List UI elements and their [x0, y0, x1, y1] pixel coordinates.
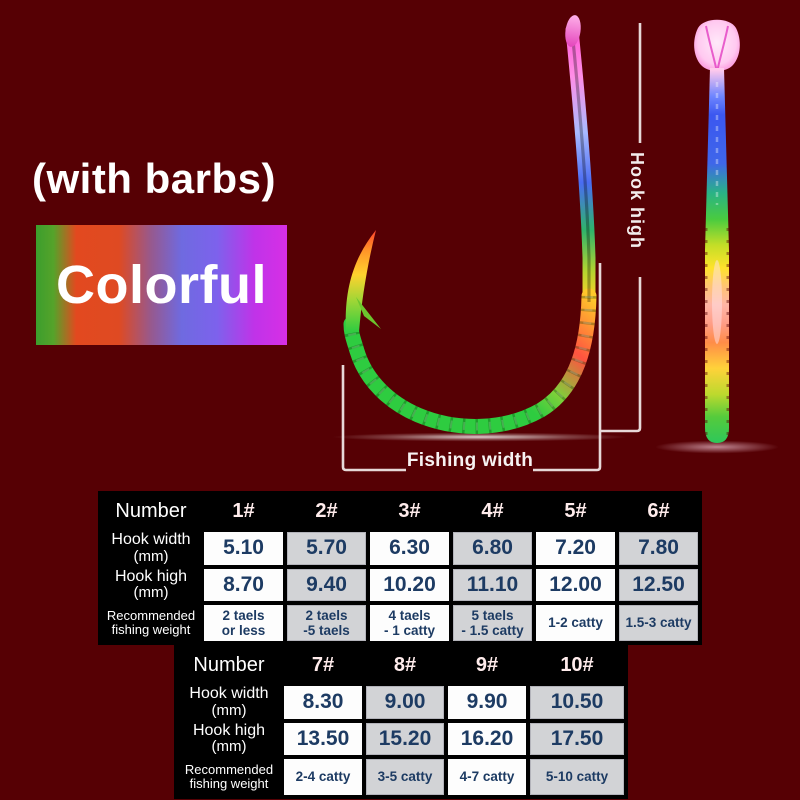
value-cell: 9.00: [366, 686, 444, 719]
col-header: 8#: [366, 649, 444, 682]
table-row-hook-high: Hook high (mm) 13.50 15.20 16.20 17.50: [178, 722, 624, 756]
weight-cell: 5-10 catty: [530, 759, 624, 796]
rod-hook: [694, 19, 740, 443]
fishing-width-line-right: [533, 263, 602, 472]
col-header: 1#: [204, 495, 283, 528]
value-cell: 7.20: [536, 532, 615, 565]
row-label: Hook width (mm): [102, 531, 200, 565]
table-row-recommended-weight: Recommended fishing weight 2-4 catty 3-5…: [178, 759, 624, 796]
col-header: 4#: [453, 495, 532, 528]
value-cell: 12.50: [619, 568, 698, 602]
value-cell: 7.80: [619, 532, 698, 565]
row-label: Recommended fishing weight: [178, 759, 280, 796]
spec-table-2: Number 7# 8# 9# 10# Hook width (mm) 8.30…: [174, 645, 628, 800]
value-cell: 15.20: [366, 722, 444, 756]
value-cell: 16.20: [448, 722, 526, 756]
table-row-hook-high: Hook high (mm) 8.70 9.40 10.20 11.10 12.…: [102, 568, 698, 602]
table-row-recommended-weight: Recommended fishing weight 2 taels or le…: [102, 605, 698, 642]
weight-cell: 5 taels - 1.5 catty: [453, 605, 532, 642]
row-label: Hook high (mm): [102, 568, 200, 602]
table-header-row: Number 1# 2# 3# 4# 5# 6#: [102, 495, 698, 528]
col-header: 6#: [619, 495, 698, 528]
spec-table-1: Number 1# 2# 3# 4# 5# 6# Hook width (mm)…: [98, 491, 702, 646]
ground-glow: [332, 432, 628, 442]
fishing-width-line-left: [341, 365, 406, 472]
row-label: Recommended fishing weight: [102, 605, 200, 642]
weight-cell: 2 taels or less: [204, 605, 283, 642]
table-corner-header: Number: [102, 495, 200, 528]
value-cell: 9.90: [448, 686, 526, 719]
measurement-lines: [341, 23, 642, 472]
colorful-badge: Colorful: [36, 225, 287, 345]
row-label: Hook high (mm): [178, 722, 280, 756]
row-label: Hook width (mm): [178, 685, 280, 719]
hook-spade-top: [565, 15, 581, 47]
weight-cell: 3-5 catty: [366, 759, 444, 796]
hook-point: [345, 230, 376, 332]
weight-cell: 1-2 catty: [536, 605, 615, 642]
value-cell: 9.40: [287, 568, 366, 602]
value-cell: 10.50: [530, 686, 624, 719]
value-cell: 11.10: [453, 568, 532, 602]
weight-cell: 4 taels - 1 catty: [370, 605, 449, 642]
fishing-width-label: Fishing width: [406, 450, 534, 471]
value-cell: 13.50: [284, 722, 362, 756]
hook-barb: [356, 297, 381, 329]
rod-shadow: [655, 440, 779, 454]
hook-high-label: Hook high: [627, 152, 647, 249]
weight-cell: 2 taels -5 taels: [287, 605, 366, 642]
hook-high-line-bottom: [599, 277, 642, 433]
col-header: 2#: [287, 495, 366, 528]
weight-cell: 1.5-3 catty: [619, 605, 698, 642]
value-cell: 12.00: [536, 568, 615, 602]
rod-spade-top: [694, 19, 740, 71]
value-cell: 5.70: [287, 532, 366, 565]
weight-cell: 2-4 catty: [284, 759, 362, 796]
table-row-hook-width: Hook width (mm) 5.10 5.70 6.30 6.80 7.20…: [102, 531, 698, 565]
value-cell: 8.30: [284, 686, 362, 719]
table-corner-header: Number: [178, 649, 280, 682]
subtitle-with-barbs: (with barbs): [32, 155, 276, 202]
colorful-badge-text: Colorful: [56, 255, 267, 315]
col-header: 10#: [530, 649, 624, 682]
value-cell: 10.20: [370, 568, 449, 602]
col-header: 9#: [448, 649, 526, 682]
col-header: 5#: [536, 495, 615, 528]
value-cell: 6.80: [453, 532, 532, 565]
col-header: 7#: [284, 649, 362, 682]
table-header-row: Number 7# 8# 9# 10#: [178, 649, 624, 682]
main-hook: [343, 15, 597, 434]
col-header: 3#: [370, 495, 449, 528]
value-cell: 17.50: [530, 722, 624, 756]
value-cell: 5.10: [204, 532, 283, 565]
weight-cell: 4-7 catty: [448, 759, 526, 796]
value-cell: 6.30: [370, 532, 449, 565]
table-row-hook-width: Hook width (mm) 8.30 9.00 9.90 10.50: [178, 685, 624, 719]
value-cell: 8.70: [204, 568, 283, 602]
